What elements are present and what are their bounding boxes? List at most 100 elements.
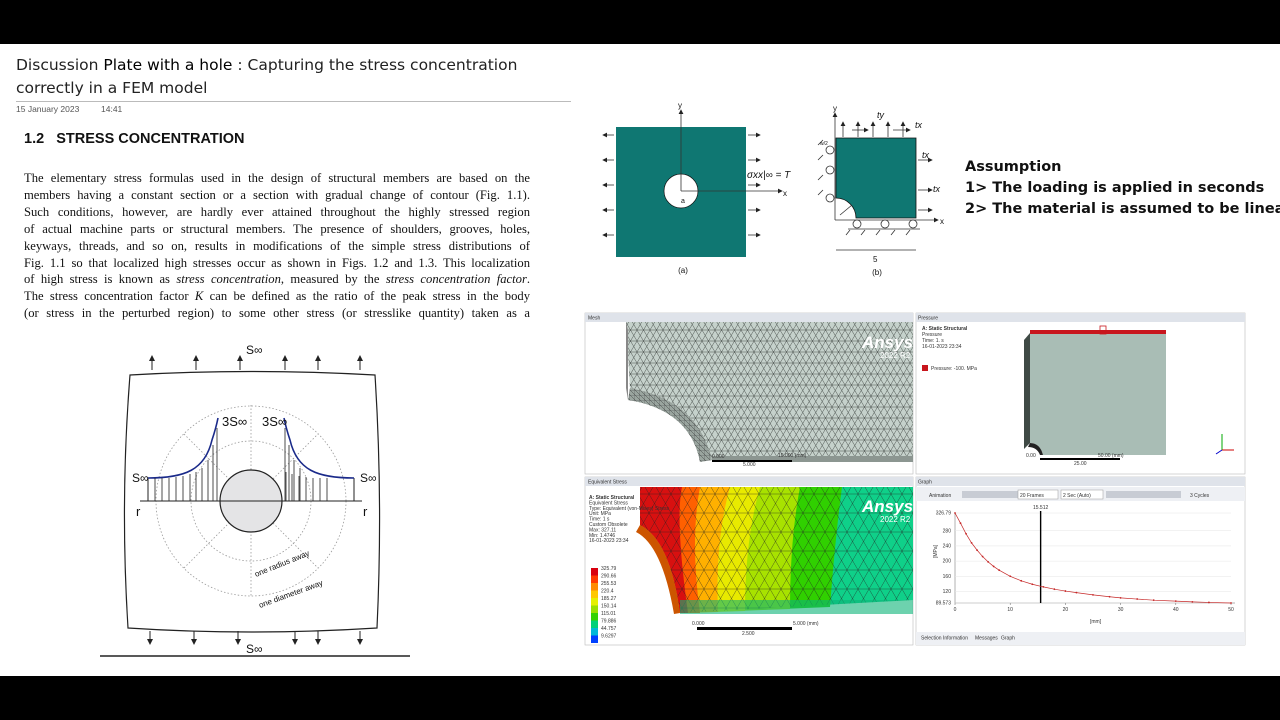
tab-label: Graph bbox=[918, 480, 932, 486]
shape bbox=[628, 388, 712, 462]
data-point bbox=[1136, 598, 1139, 600]
y-tick-label: 120 bbox=[943, 589, 952, 595]
text: Fig. 1.1 so that localized high stresses… bbox=[24, 256, 530, 270]
bottom-bar bbox=[0, 676, 1280, 720]
pressure-panel: Pressure A: Static Structural Pressure T… bbox=[915, 312, 1246, 475]
info: 16-01-2023 23:34 bbox=[589, 538, 629, 544]
data-point bbox=[992, 565, 995, 568]
scale-label: 5.000 (mm) bbox=[793, 621, 819, 627]
italic-text: K bbox=[194, 289, 204, 303]
data-point bbox=[1031, 583, 1034, 586]
scale-label: 0.00 bbox=[1026, 453, 1036, 459]
text: keyways, threads, and so on, results in … bbox=[24, 239, 530, 253]
data-point bbox=[1208, 601, 1210, 604]
shape bbox=[1040, 458, 1120, 460]
x-tick-label: 50 bbox=[1228, 607, 1234, 613]
time: 14:41 bbox=[101, 104, 123, 114]
title-line2: correctly in a FEM model bbox=[16, 79, 208, 97]
label: S∞ bbox=[132, 471, 149, 485]
x-axis-label: [mm] bbox=[1090, 619, 1102, 625]
label: y bbox=[678, 101, 682, 110]
label: S∞ bbox=[246, 343, 263, 357]
italic-text: stress concentration factor bbox=[385, 272, 527, 286]
data-point bbox=[1064, 590, 1067, 592]
stress-figure bbox=[100, 355, 410, 657]
text: The elementary stress formulas used in t… bbox=[24, 171, 530, 185]
legend: Pressure: -100. MPa bbox=[931, 366, 977, 372]
tab-label: Pressure bbox=[918, 316, 938, 322]
legend-swatch bbox=[591, 620, 598, 628]
para-line: Such conditions, however, are hardly eve… bbox=[24, 205, 530, 220]
assumption-title: Assumption bbox=[965, 159, 1062, 175]
legend-label: 325.79 bbox=[601, 566, 617, 572]
legend-label: 185.27 bbox=[601, 596, 617, 602]
shape bbox=[626, 322, 628, 400]
version: 2022 R2 bbox=[880, 351, 911, 360]
shape bbox=[697, 627, 792, 630]
shape bbox=[908, 219, 918, 229]
info: 16-01-2023 23:34 bbox=[922, 344, 962, 350]
info: Equivalent Stress bbox=[589, 500, 628, 506]
text: of actual machine parts or structural me… bbox=[24, 222, 530, 236]
label: 3S∞ bbox=[222, 414, 247, 429]
shape bbox=[712, 460, 792, 462]
legend-swatch bbox=[591, 605, 598, 613]
mesh-panel: Mesh Ansys 2022 R2 0.000 5.000 10.000 (m… bbox=[584, 312, 914, 475]
tab[interactable]: Graph bbox=[1001, 636, 1015, 642]
data-point bbox=[965, 532, 967, 535]
text: can be defined as the ratio of the peak … bbox=[203, 289, 530, 303]
shape bbox=[147, 417, 219, 479]
title-rule bbox=[16, 101, 571, 102]
frames-select[interactable] bbox=[1017, 489, 1059, 500]
para-line: The stress concentration factor K can be… bbox=[24, 289, 530, 304]
label: r bbox=[363, 504, 368, 519]
data-point bbox=[981, 555, 984, 558]
shape: (a) (b) y x a σxx|∞ = T y x ty tx tx tx … bbox=[678, 101, 944, 277]
label: w/2 bbox=[820, 141, 828, 147]
y-tick-label: 240 bbox=[943, 543, 952, 549]
section-heading: 1.2 STRESS CONCENTRATION bbox=[24, 131, 245, 147]
shape bbox=[839, 204, 853, 216]
scale-label: 50.00 (mm) bbox=[1098, 453, 1124, 459]
shape bbox=[1099, 325, 1107, 335]
shape bbox=[640, 487, 913, 613]
info: Max: 327.11 bbox=[589, 527, 616, 533]
label: x bbox=[940, 217, 944, 226]
x-tick-label: 30 bbox=[1118, 607, 1124, 613]
title-rest: : Capturing the stress concentration bbox=[237, 56, 518, 74]
data-point bbox=[1152, 599, 1155, 602]
toolbar-label: 2 Sec (Auto) bbox=[1063, 493, 1091, 499]
label: ty bbox=[877, 110, 885, 120]
label: y bbox=[833, 104, 837, 113]
x-tick-label: 10 bbox=[1007, 607, 1013, 613]
legend-label: 9.6297 bbox=[601, 634, 617, 640]
data-point bbox=[1174, 600, 1177, 603]
shape bbox=[585, 477, 913, 486]
shape bbox=[680, 600, 913, 614]
label: tx bbox=[933, 184, 941, 194]
x-tick-label: 20 bbox=[1063, 607, 1069, 613]
label: (b) bbox=[872, 268, 882, 277]
shape bbox=[825, 145, 835, 155]
info: A: Static Structural bbox=[922, 326, 968, 332]
text: . bbox=[526, 272, 531, 286]
scale-label: 0.000 bbox=[692, 621, 705, 627]
shape bbox=[1028, 443, 1043, 455]
text: , measured by the bbox=[280, 272, 386, 286]
shape bbox=[1215, 449, 1223, 455]
tab[interactable]: Selection Information bbox=[921, 636, 968, 642]
shape bbox=[916, 632, 1245, 645]
legend-label: 290.66 bbox=[601, 574, 617, 580]
shape bbox=[916, 313, 1245, 322]
note-title: Discussion Plate with a hole : Capturing… bbox=[16, 56, 517, 74]
y-tick-label: 160 bbox=[943, 574, 952, 580]
label: S∞ bbox=[360, 471, 377, 485]
y-tick-label: 326.79 bbox=[936, 511, 952, 517]
legend-swatch bbox=[591, 590, 598, 598]
text: of high stress is known as bbox=[24, 272, 177, 286]
tab[interactable]: Messages bbox=[975, 636, 998, 642]
duration-select[interactable] bbox=[1060, 489, 1104, 500]
